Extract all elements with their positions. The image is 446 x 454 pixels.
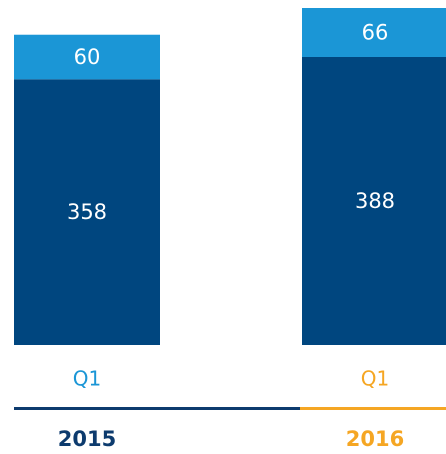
category-label: Q1: [73, 367, 101, 391]
bar-segment: [14, 79, 160, 345]
bar-segment: [14, 34, 160, 80]
bar-segment: [302, 56, 446, 346]
value-label: 66: [362, 20, 389, 44]
value-label: 388: [355, 189, 395, 213]
divider: [300, 407, 446, 410]
group-label: 2016: [346, 427, 404, 451]
category-label: Q1: [361, 367, 389, 391]
value-label: 358: [67, 200, 107, 224]
bar-segment: [302, 8, 446, 57]
divider: [14, 407, 300, 410]
group-label: 2015: [58, 427, 116, 451]
value-label: 60: [74, 45, 101, 69]
